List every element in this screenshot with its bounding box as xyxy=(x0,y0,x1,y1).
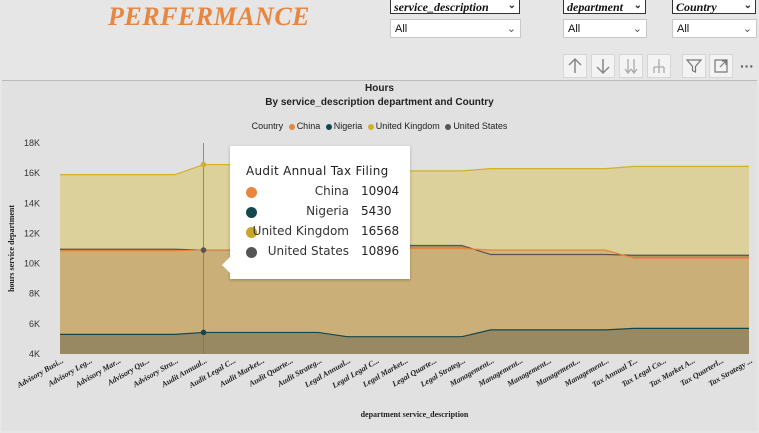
tooltip-row-name: China xyxy=(314,184,349,198)
chevron-down-icon[interactable]: ⌄ xyxy=(743,0,752,11)
focus-mode-button[interactable] xyxy=(709,54,733,78)
legend-item-china[interactable]: China xyxy=(296,121,321,131)
y-tick-label: 8K xyxy=(29,289,40,299)
more-options-icon[interactable]: ··· xyxy=(740,58,754,74)
expand-hierarchy-button[interactable] xyxy=(647,54,671,78)
tooltip-row-value: 10896 xyxy=(361,244,400,258)
filter-button[interactable] xyxy=(682,54,706,78)
department-slicer-label: department xyxy=(567,0,623,14)
country-dropdown[interactable]: All ⌄ xyxy=(672,19,757,38)
tooltip-row: Nigeria 5430 xyxy=(230,203,410,223)
department-value: All xyxy=(568,23,581,35)
y-tick-label: 18K xyxy=(24,138,40,148)
hover-marker xyxy=(200,247,207,253)
y-tick-label: 14K xyxy=(24,198,40,208)
service-description-dropdown[interactable]: All ⌄ xyxy=(390,19,521,38)
country-slicer-label: Country xyxy=(676,0,717,14)
tooltip-swatch xyxy=(246,227,257,238)
focus-mode-icon xyxy=(714,59,728,73)
tooltip-pointer xyxy=(222,257,230,273)
next-level-button[interactable] xyxy=(619,54,643,78)
y-axis-title: hours service department xyxy=(7,205,16,292)
filter-icon xyxy=(685,59,703,73)
tooltip-row: United States 10896 xyxy=(230,243,410,263)
hover-marker xyxy=(200,161,207,168)
chart-subtitle: By service_description department and Co… xyxy=(265,97,494,108)
legend-swatch xyxy=(445,123,452,130)
legend-item-united-states[interactable]: United States xyxy=(453,121,508,131)
tooltip-row-value: 5430 xyxy=(361,204,392,218)
tooltip-row-value: 10904 xyxy=(361,184,400,198)
arrow-up-icon xyxy=(568,57,582,73)
department-slicer-header[interactable]: department ⌄ xyxy=(563,0,646,14)
chevron-down-icon[interactable]: ⌄ xyxy=(633,0,642,11)
service-description-slicer-label: service_description xyxy=(394,0,489,14)
chart-tooltip: Audit Annual Tax Filing China 10904 Nige… xyxy=(222,146,410,279)
y-tick-label: 16K xyxy=(24,168,40,178)
tooltip-row-name: Nigeria xyxy=(306,204,349,218)
legend-item-united-kingdom[interactable]: United Kingdom xyxy=(375,121,440,131)
legend-swatch xyxy=(325,123,332,130)
y-tick-label: 4K xyxy=(29,349,40,359)
chevron-down-icon: ⌄ xyxy=(506,23,516,35)
legend-title: Country xyxy=(251,121,284,131)
y-tick-label: 6K xyxy=(29,319,40,329)
tooltip-swatch xyxy=(246,247,257,258)
department-dropdown[interactable]: All ⌄ xyxy=(563,19,647,38)
drill-down-button[interactable] xyxy=(591,54,615,78)
expand-hierarchy-icon xyxy=(653,59,665,73)
y-tick-label: 12K xyxy=(24,228,40,238)
service-description-value: All xyxy=(395,23,408,35)
area-nigeria xyxy=(60,328,749,354)
tooltip-row: China 10904 xyxy=(230,183,410,203)
chevron-down-icon[interactable]: ⌄ xyxy=(507,0,516,11)
tooltip-row-value: 16568 xyxy=(361,224,400,238)
line-nigeria xyxy=(60,327,749,338)
y-tick-label: 10K xyxy=(24,259,40,269)
arrow-down-icon xyxy=(596,59,610,75)
x-tick-label: Advisory Busi... xyxy=(15,356,65,390)
page-title: PERFERMANCE xyxy=(108,2,311,31)
area-chart-visual: Hours By service_description department … xyxy=(2,80,757,431)
drill-up-button[interactable] xyxy=(563,54,587,78)
tooltip-row: United Kingdom 16568 xyxy=(230,223,410,243)
legend-swatch xyxy=(367,123,374,130)
visual-toolbar: ··· xyxy=(563,54,759,78)
chevron-down-icon: ⌄ xyxy=(632,23,642,35)
tooltip-row-name: United Kingdom xyxy=(252,224,349,238)
chevron-down-icon: ⌄ xyxy=(742,23,752,35)
tooltip-swatch xyxy=(246,207,257,218)
chart-title: Hours xyxy=(365,83,394,94)
country-slicer-header[interactable]: Country ⌄ xyxy=(672,0,756,14)
legend-item-nigeria[interactable]: Nigeria xyxy=(333,121,363,131)
country-value: All xyxy=(677,23,690,35)
tooltip-title: Audit Annual Tax Filing xyxy=(246,164,389,178)
hover-marker xyxy=(200,329,207,336)
tooltip-row-name: United States xyxy=(267,244,349,258)
legend-swatch xyxy=(288,123,295,130)
tooltip-swatch xyxy=(246,187,257,198)
x-axis-title: department service_description xyxy=(361,410,469,419)
chart-legend: Country China Nigeria United Kingdom Uni… xyxy=(2,121,757,131)
service-description-slicer-header[interactable]: service_description ⌄ xyxy=(390,0,520,14)
double-arrow-down-icon xyxy=(624,59,638,75)
